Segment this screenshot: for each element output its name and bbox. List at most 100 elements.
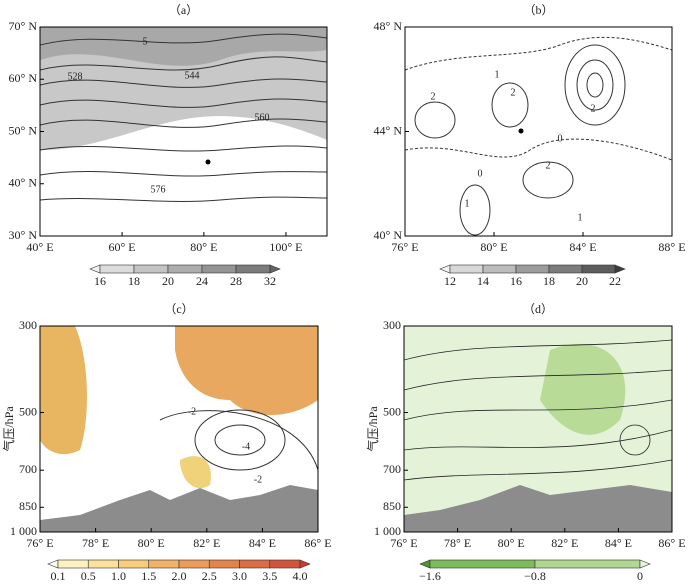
x-tick-label: 82° E [551,536,578,550]
contour-label: 528 [68,71,83,82]
colorbar-label: 20 [576,274,588,288]
plot-frame [39,325,319,533]
panel-a-field [40,27,327,202]
x-tick-label: 80° E [498,536,525,550]
x-tick-label: 76° E [390,536,417,550]
contour-label: 1 [578,212,583,223]
panel-label: （c） [164,302,193,316]
colorbar-label: 4.0 [293,569,308,583]
colorbar-cell [167,264,203,274]
colorbar-cell [534,559,641,569]
colorbar-label: 1.5 [141,569,156,583]
colorbar-label: 0 [637,569,643,583]
x-tick-label: 84° E [569,240,596,254]
colorbar-cell [208,559,240,569]
y-tick-label: 30° N [9,228,38,242]
contour-label: 1 [495,69,500,80]
colorbar-label: 2.5 [202,569,217,583]
x-tick-label: 80° E [480,240,507,254]
x-tick-label: 100° E [269,240,302,254]
x-tick-label: 76° E [391,240,418,254]
y-tick-label: 1 000 [374,524,401,538]
colorbar-label: 24 [196,274,208,288]
contour-label: 5 [143,36,148,47]
colorbar-cell [178,559,210,569]
contour-label: 0 [478,168,483,179]
y-tick-label: 44° N [374,123,403,137]
x-tick-label: 86° E [658,536,685,550]
colorbar-label: −1.6 [419,569,441,583]
colorbar-cell [548,264,583,274]
contour-label: 576 [151,184,166,195]
contour-label: 544 [185,70,200,81]
y-tick-label: 300 [19,318,37,332]
y-tick-label: 60° N [9,71,38,85]
x-tick-label: 80° E [138,536,165,550]
contour-label: 2 [591,103,596,114]
x-tick-label: 78° E [82,536,109,550]
colorbar-label: 12 [444,274,456,288]
colorbar-cell [148,559,180,569]
y-axis-label: 气压/hPa [1,406,16,452]
contour-label: -2 [254,474,262,485]
panel-c-field [40,326,318,532]
x-tick-label: 76° E [26,536,53,550]
colorbar-label: 2.0 [172,569,187,583]
x-tick-label: 82° E [193,536,220,550]
colorbar-end [299,559,311,569]
contour-label: 0 [558,133,563,144]
colorbar-cell [87,559,119,569]
contour-label: 2 [546,160,551,171]
plot-frame [404,26,673,237]
colorbar-label: 0.5 [81,569,96,583]
colorbar-end [269,264,281,274]
colorbar-end [439,264,451,274]
x-tick-label: 88° E [658,240,685,254]
colorbar-cell [57,559,89,569]
y-tick-label: 700 [383,462,401,476]
x-tick-label: 78° E [444,536,471,550]
colorbar-cell [581,264,616,274]
colorbar-label: 20 [162,274,174,288]
colorbar-cell [269,559,301,569]
x-tick-label: 84° E [249,536,276,550]
y-tick-label: 700 [19,462,37,476]
colorbar-cell [118,559,150,569]
colorbar-cell [482,264,517,274]
colorbar-end [639,559,651,569]
x-tick-label: 84° E [605,536,632,550]
y-tick-label: 500 [19,404,37,418]
colorbar-label: 18 [543,274,555,288]
x-tick-label: 80° E [190,240,217,254]
contour-label: -2 [188,406,196,417]
colorbar-label: 3.0 [232,569,247,583]
colorbar-cell [133,264,169,274]
colorbar-label: 16 [510,274,522,288]
panel-d-field [404,326,672,532]
y-tick-label: 40° N [9,176,38,190]
colorbar-label: −0.8 [524,569,546,583]
y-tick-label: 50° N [9,123,38,137]
y-tick-label: 850 [19,499,37,513]
colorbar-cell [239,559,271,569]
panel-label: （b） [523,3,553,17]
y-tick-label: 70° N [9,19,38,33]
colorbar-cell [449,264,484,274]
contour-label: 1 [465,198,470,209]
contour-label: 2 [431,91,436,102]
y-tick-label: 40° N [374,228,403,242]
colorbar-label: 32 [264,274,276,288]
colorbar-cell [99,264,135,274]
colorbar-cell [201,264,237,274]
colorbar-label: 14 [477,274,489,288]
colorbar-label: 0.1 [51,569,66,583]
colorbar-cell [429,559,536,569]
plot-frame [403,325,673,533]
x-tick-label: 60° E [109,240,136,254]
x-tick-label: 40° E [26,240,53,254]
colorbar-cell [235,264,271,274]
y-tick-label: 850 [383,499,401,513]
contour-label: 560 [255,112,270,123]
colorbar-label: 18 [128,274,140,288]
